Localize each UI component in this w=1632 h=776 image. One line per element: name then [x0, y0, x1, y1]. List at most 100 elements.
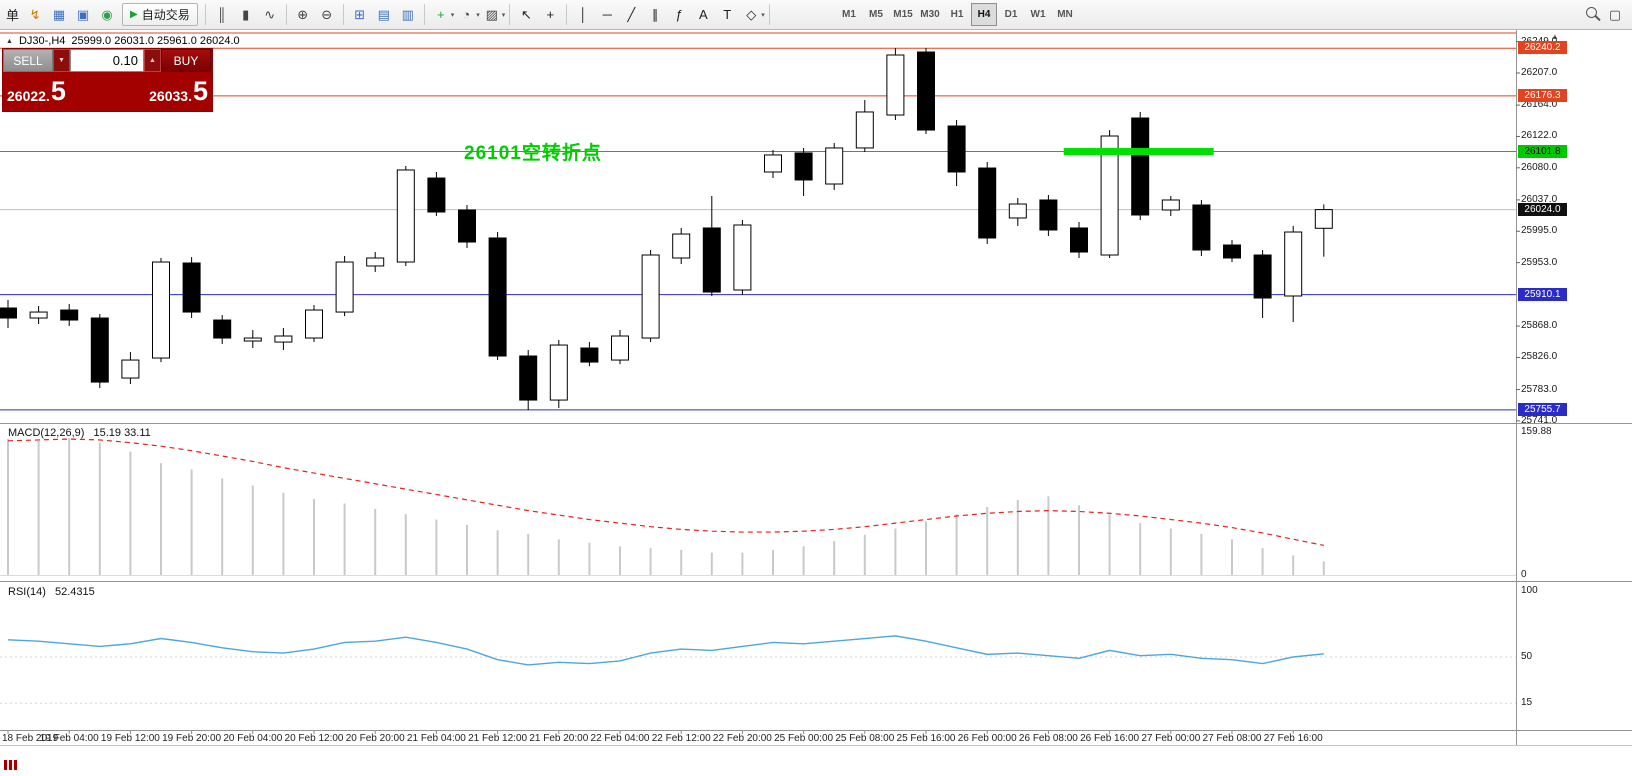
candle: [886, 54, 905, 116]
timeframe-m30[interactable]: M30: [920, 9, 940, 20]
toolbar-right-group: ▢: [1581, 3, 1627, 26]
candle: [855, 111, 874, 149]
connection-icon: [4, 760, 17, 770]
candle: [947, 125, 966, 173]
timeframe-m15[interactable]: M15: [893, 9, 913, 20]
zoom-in-icon[interactable]: ⊕: [297, 6, 309, 22]
search-icon[interactable]: [1581, 3, 1603, 26]
tile-windows-icon[interactable]: ⊞: [354, 6, 366, 22]
candle: [1253, 254, 1272, 299]
candle: [213, 319, 232, 339]
horizontal-line-icon[interactable]: ─: [602, 7, 612, 22]
candle: [427, 177, 446, 213]
macd-label: MACD(12,26,9) 15.19 33.11: [8, 427, 157, 439]
candle: [121, 359, 140, 379]
menu-partial[interactable]: 单: [6, 8, 20, 23]
rsi-title: RSI(14): [8, 586, 46, 598]
layout-icon[interactable]: ▢: [1608, 6, 1622, 22]
toolbar-separator: [566, 4, 568, 25]
timeframe-h4[interactable]: H4: [971, 3, 997, 26]
market-watch-icon[interactable]: ▦: [52, 6, 66, 22]
navigator-icon[interactable]: ◉: [101, 6, 113, 22]
text-icon[interactable]: A: [698, 7, 708, 22]
candle: [488, 237, 507, 357]
vertical-line-icon[interactable]: │: [579, 7, 588, 22]
data-window-icon[interactable]: ▣: [76, 6, 90, 22]
sell-button[interactable]: SELL: [3, 49, 53, 72]
trade-panel-quotes: 26022. 5 26033. 5: [3, 72, 212, 105]
shapes-icon[interactable]: ◇: [746, 6, 757, 22]
timeframe-d1[interactable]: D1: [1004, 9, 1018, 20]
candle: [1314, 209, 1333, 229]
candle: [702, 227, 721, 293]
candle: [1161, 199, 1180, 211]
volume-input[interactable]: [70, 49, 144, 72]
one-click-trade-panel: SELL ▼ ▲ BUY 26022. 5 26033. 5: [3, 49, 212, 111]
candle: [1192, 204, 1211, 251]
candle: [641, 254, 660, 339]
candle: [0, 307, 17, 319]
trendline-icon[interactable]: ╱: [627, 6, 636, 22]
candle: [274, 335, 293, 343]
caret-icon: ▾: [501, 11, 506, 19]
candle: [733, 224, 752, 291]
toolbar-separator: [285, 4, 287, 25]
candlestick-icon[interactable]: ▮: [242, 6, 250, 22]
timeframe-w1[interactable]: W1: [1030, 9, 1046, 20]
candle: [1284, 231, 1303, 297]
chart-shift-marker[interactable]: ▲: [1551, 32, 1559, 41]
candle: [978, 167, 997, 239]
autotrading-button[interactable]: ▶ 自动交易: [122, 3, 198, 26]
toolbar-separator: [423, 4, 425, 25]
autotrading-label: 自动交易: [141, 8, 190, 22]
timeframe-m1[interactable]: M1: [842, 9, 856, 20]
ohlc-values: 25999.0 26031.0 25961.0 26024.0: [71, 35, 240, 47]
periods-icon[interactable]: ◔: [462, 7, 471, 22]
toolbar-separator: [509, 4, 511, 25]
channel-icon[interactable]: ∥: [652, 6, 659, 22]
cursor-icon[interactable]: ↖: [520, 6, 532, 22]
line-chart-icon[interactable]: ∿: [264, 6, 276, 22]
label-icon[interactable]: T: [723, 7, 732, 22]
timeframe-h1[interactable]: H1: [950, 9, 964, 20]
arrange-windows-icon[interactable]: ▥: [401, 6, 414, 22]
level-lines: [0, 32, 1516, 411]
candle: [1131, 117, 1150, 216]
buy-button[interactable]: BUY: [161, 49, 211, 72]
new-order-icon[interactable]: ↯: [29, 6, 41, 22]
macd-histogram: [7, 438, 1325, 575]
candle: [458, 209, 476, 243]
candle: [396, 169, 415, 263]
volume-decrease-button[interactable]: ▼: [53, 49, 70, 72]
toolbar-separator: [342, 4, 344, 25]
candle: [672, 233, 691, 259]
candle: [1039, 199, 1058, 231]
play-icon: ▶: [130, 9, 138, 20]
indicators-icon[interactable]: +: [436, 7, 445, 22]
templates-icon[interactable]: ▨: [485, 6, 498, 22]
bar-chart-icon[interactable]: ║: [217, 7, 227, 22]
candle: [90, 317, 109, 383]
candle: [549, 344, 568, 401]
rsi-line: [7, 635, 1324, 666]
collapse-arrow-icon[interactable]: ▲: [6, 37, 13, 45]
fibonacci-icon[interactable]: ƒ: [675, 7, 683, 22]
crosshair-icon[interactable]: +: [546, 7, 555, 22]
timeframe-toolbar: M1 M5 M15 M30 H1 H4 D1 W1 MN: [836, 3, 1079, 26]
ohlc-header: ▲ DJ30-,H4 25999.0 26031.0 25961.0 26024…: [6, 35, 240, 47]
candle: [1100, 135, 1119, 256]
caret-icon: ▾: [450, 11, 455, 19]
candle: [335, 261, 354, 313]
cascade-windows-icon[interactable]: ▤: [377, 6, 390, 22]
zoom-out-icon[interactable]: ⊖: [321, 6, 333, 22]
timeframe-m5[interactable]: M5: [869, 9, 883, 20]
ask-pip: 5: [192, 76, 208, 106]
volume-increase-button[interactable]: ▲: [144, 49, 161, 72]
candle: [305, 309, 323, 339]
timeframe-mn[interactable]: MN: [1057, 9, 1073, 20]
candle: [519, 355, 538, 401]
trade-panel-controls: SELL ▼ ▲ BUY: [3, 49, 212, 72]
toolbar: 单 ↯ ▦ ▣ ◉ ▶ 自动交易 ║ ▮ ∿ ⊕ ⊖ ⊞ ▤ ▥ + ▾ ◔ ▾ ▨ ▾ ↖ + │ ─ ╱ ∥ ƒ A T ◇ ▾ M1 M…: [0, 0, 1632, 30]
